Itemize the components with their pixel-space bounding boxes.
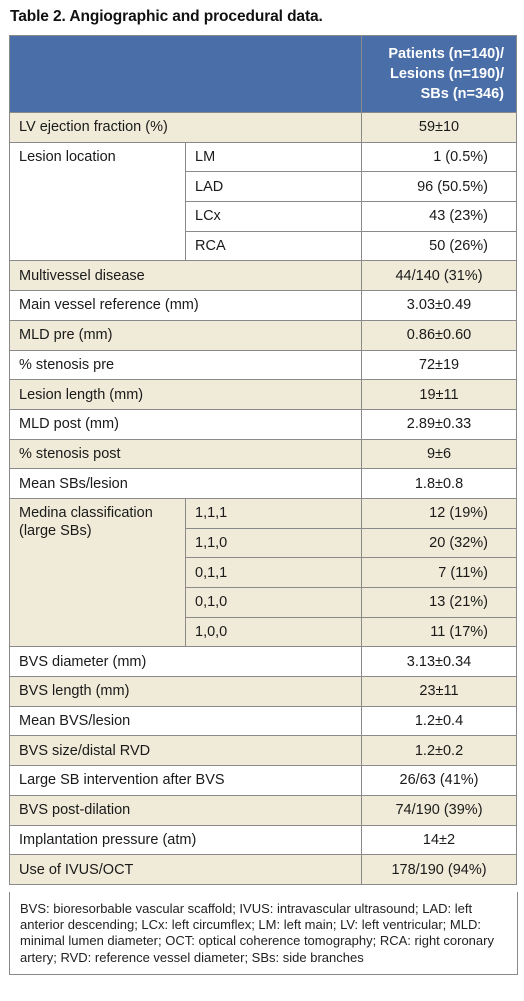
row-value: 43 (23%) [361, 201, 517, 232]
table-row: 0,1,0 13 (21%) [10, 587, 517, 618]
row-sublabel: 1,1,1 [185, 497, 362, 529]
row-label: Multivessel disease [9, 260, 362, 292]
table-row: 1,0,0 11 (17%) [10, 616, 517, 648]
row-label: BVS diameter (mm) [9, 646, 362, 678]
row-label: MLD pre (mm) [9, 319, 362, 351]
row-label: Large SB intervention after BVS [9, 765, 362, 796]
row-value: 23±11 [361, 676, 517, 707]
table-row: Large SB intervention after BVS 26/63 (4… [9, 765, 517, 796]
row-sublabel: 0,1,1 [185, 557, 362, 588]
row-value: 96 (50.5%) [361, 171, 517, 203]
table-row: Medina classification (large SBs) 1,1,1 … [9, 497, 517, 648]
row-label: Use of IVUS/OCT [9, 854, 362, 885]
table-row: LV ejection fraction (%) 59±10 [9, 112, 517, 143]
table-row: BVS post-dilation 74/190 (39%) [9, 794, 517, 826]
data-table: Patients (n=140)/ Lesions (n=190)/ SBs (… [9, 35, 517, 885]
table-row: RCA 50 (26%) [10, 230, 517, 262]
row-sublabel: LCx [185, 201, 362, 232]
table-footnote: BVS: bioresorbable vascular scaffold; IV… [9, 892, 518, 975]
table-row: 0,1,1 7 (11%) [10, 557, 517, 588]
row-label: BVS length (mm) [9, 676, 362, 707]
row-label: BVS post-dilation [9, 794, 362, 826]
row-value: 13 (21%) [361, 587, 517, 618]
table-row: Mean BVS/lesion 1.2±0.4 [9, 705, 517, 737]
table-row: Multivessel disease 44/140 (31%) [9, 260, 517, 292]
row-value: 1.8±0.8 [361, 468, 517, 499]
row-value: 1.2±0.2 [361, 735, 517, 767]
row-value: 50 (26%) [361, 230, 517, 262]
header-line-3: SBs (n=346) [420, 86, 504, 102]
row-label: Lesion location [9, 141, 186, 262]
row-value: 9±6 [361, 438, 517, 470]
row-value: 20 (32%) [361, 527, 517, 559]
row-value: 1 (0.5%) [361, 141, 517, 173]
row-value: 72±19 [361, 349, 517, 381]
table-row: Implantation pressure (atm) 14±2 [9, 824, 517, 856]
row-label: Main vessel reference (mm) [9, 290, 362, 321]
row-label: Medina classification (large SBs) [9, 497, 186, 648]
row-label: MLD post (mm) [9, 408, 362, 440]
row-value: 12 (19%) [361, 497, 517, 529]
row-value: 59±10 [361, 112, 517, 143]
row-label: Mean BVS/lesion [9, 705, 362, 737]
row-value: 2.89±0.33 [361, 408, 517, 440]
row-sublabel: RCA [185, 230, 362, 262]
table-row: Lesion length (mm) 19±11 [9, 379, 517, 410]
table-row: Use of IVUS/OCT 178/190 (94%) [9, 854, 517, 885]
row-sublabel: 1,1,0 [185, 527, 362, 559]
row-value: 19±11 [361, 379, 517, 410]
medina-label-line-2: (large SBs) [19, 522, 92, 539]
table-header-row: Patients (n=140)/ Lesions (n=190)/ SBs (… [9, 35, 517, 113]
header-column-patients: Patients (n=140)/ Lesions (n=190)/ SBs (… [361, 35, 517, 113]
table-row: LAD 96 (50.5%) [10, 171, 517, 203]
table-row: MLD pre (mm) 0.86±0.60 [9, 319, 517, 351]
medina-label-line-1: Medina classification [19, 504, 153, 521]
row-label: BVS size/distal RVD [9, 735, 362, 767]
row-value: 11 (17%) [361, 616, 517, 648]
table-row: Mean SBs/lesion 1.8±0.8 [9, 468, 517, 499]
row-label: Mean SBs/lesion [9, 468, 362, 499]
table-row: % stenosis pre 72±19 [9, 349, 517, 381]
table-row: Main vessel reference (mm) 3.03±0.49 [9, 290, 517, 321]
header-blank-cell [9, 35, 362, 113]
row-label: Implantation pressure (atm) [9, 824, 362, 856]
row-sublabel: 0,1,0 [185, 587, 362, 618]
row-value: 14±2 [361, 824, 517, 856]
header-line-1: Patients (n=140)/ [388, 46, 504, 62]
table-row: BVS length (mm) 23±11 [9, 676, 517, 707]
row-value: 74/190 (39%) [361, 794, 517, 826]
row-sublabel: 1,0,0 [185, 616, 362, 648]
row-sublabel: LM [185, 141, 362, 173]
row-value: 7 (11%) [361, 557, 517, 588]
table-title: Table 2. Angiographic and procedural dat… [10, 8, 323, 25]
row-value: 26/63 (41%) [361, 765, 517, 796]
row-label: Lesion length (mm) [9, 379, 362, 410]
row-label: % stenosis pre [9, 349, 362, 381]
table-row: MLD post (mm) 2.89±0.33 [9, 408, 517, 440]
row-value: 3.13±0.34 [361, 646, 517, 678]
table-row: % stenosis post 9±6 [9, 438, 517, 470]
row-label: % stenosis post [9, 438, 362, 470]
row-value: 178/190 (94%) [361, 854, 517, 885]
table-row: Lesion location LM 1 (0.5%) [9, 141, 517, 262]
table-row: LCx 43 (23%) [10, 201, 517, 232]
table-row: BVS size/distal RVD 1.2±0.2 [9, 735, 517, 767]
table-row: BVS diameter (mm) 3.13±0.34 [9, 646, 517, 678]
table-row: 1,1,0 20 (32%) [10, 527, 517, 559]
header-line-2: Lesions (n=190)/ [389, 66, 504, 82]
row-value: 3.03±0.49 [361, 290, 517, 321]
row-value: 44/140 (31%) [361, 260, 517, 292]
row-value: 1.2±0.4 [361, 705, 517, 737]
row-label: LV ejection fraction (%) [9, 112, 362, 143]
row-sublabel: LAD [185, 171, 362, 203]
row-value: 0.86±0.60 [361, 319, 517, 351]
